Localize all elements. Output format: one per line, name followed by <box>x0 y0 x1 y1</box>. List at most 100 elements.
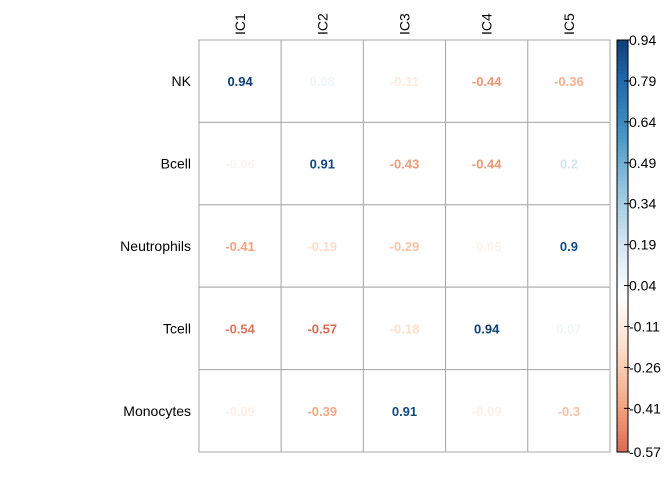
cell-value-label: -0.57 <box>307 321 337 336</box>
colorbar-segment <box>617 201 628 206</box>
cell-value-label: 0.08 <box>310 74 335 89</box>
colorbar-segment <box>617 125 628 130</box>
colorbar-segment <box>617 410 628 415</box>
colorbar-segment <box>617 421 628 426</box>
colorbar-segment <box>617 366 628 371</box>
colorbar-segment <box>617 180 628 185</box>
colorbar-tick-label: -0.57 <box>629 444 661 460</box>
colorbar: 0.94 0.79 0.64 0.49 0.34 0.19 0.04 -0.11 -0.26 -0… <box>616 32 661 460</box>
colorbar-segment <box>617 246 628 251</box>
colorbar-segment <box>617 122 628 127</box>
colorbar-tick-label: 0.49 <box>629 155 656 171</box>
colorbar-segment <box>617 280 628 285</box>
colorbar-segment <box>617 324 628 329</box>
colorbar-segment <box>617 129 628 134</box>
heatmap-cell <box>198 121 282 206</box>
colorbar-segment <box>617 50 628 55</box>
colorbar-segment <box>617 390 628 395</box>
heatmap-cell <box>362 121 447 206</box>
colorbar-segment <box>617 417 628 422</box>
colorbar-segment <box>617 345 628 350</box>
colorbar-segment <box>617 349 628 354</box>
row-label: Monocytes <box>123 403 191 419</box>
colorbar-segment <box>617 376 628 381</box>
colorbar-tick-label: 0.79 <box>629 73 656 89</box>
row-label: Bcell <box>161 156 191 172</box>
colorbar-segment <box>617 139 628 144</box>
cell-value-label: -0.29 <box>390 239 420 254</box>
colorbar-segment <box>617 355 628 360</box>
colorbar-segment <box>617 445 628 450</box>
cell-value-label: -0.36 <box>554 74 584 89</box>
cell-value-label: -0.44 <box>472 74 502 89</box>
cell-value-label: 0.91 <box>310 157 335 172</box>
colorbar-segment <box>617 359 628 364</box>
colorbar-segment <box>617 297 628 302</box>
colorbar-segment <box>617 256 628 261</box>
colorbar-segment <box>617 386 628 391</box>
colorbar-segment <box>617 294 628 299</box>
column-label: IC2 <box>314 13 330 35</box>
column-label: IC5 <box>561 13 577 35</box>
colorbar-segment <box>617 441 628 446</box>
colorbar-segment <box>617 53 628 58</box>
cell-value-label: -0.43 <box>390 157 420 172</box>
colorbar-segment <box>617 112 628 117</box>
cell-value-label: 0.91 <box>392 404 417 419</box>
colorbar-tick-label: 0.04 <box>629 278 656 294</box>
heatmap-cell <box>527 204 611 288</box>
heatmap-cell <box>445 204 529 288</box>
colorbar-segment <box>617 88 628 93</box>
column-label: IC3 <box>397 13 413 35</box>
colorbar-segment <box>617 101 628 106</box>
heatmap-cell <box>362 286 447 371</box>
colorbar-segment <box>617 318 628 323</box>
colorbar-segment <box>617 242 628 247</box>
colorbar-segment <box>617 263 628 268</box>
colorbar-tick-label: -0.41 <box>629 400 661 416</box>
colorbar-segment <box>617 304 628 309</box>
colorbar-segment <box>617 287 628 292</box>
row-label: NK <box>172 73 192 89</box>
colorbar-segment <box>617 74 628 79</box>
cell-value-label: -0.09 <box>472 404 502 419</box>
colorbar-segment <box>617 362 628 367</box>
heatmap-cell <box>527 286 611 371</box>
colorbar-segment <box>617 167 628 172</box>
colorbar-segment <box>617 163 628 168</box>
heatmap-cell <box>280 39 364 123</box>
colorbar-segment <box>617 115 628 120</box>
heatmap-cell <box>362 204 447 288</box>
colorbar-segment <box>617 64 628 69</box>
cell-value-label: -0.06 <box>225 157 255 172</box>
colorbar-segment <box>617 81 628 86</box>
colorbar-segment <box>617 143 628 148</box>
colorbar-segment <box>617 60 628 65</box>
colorbar-segment <box>617 379 628 384</box>
colorbar-segment <box>617 338 628 343</box>
colorbar-segment <box>617 414 628 419</box>
colorbar-segment <box>617 84 628 89</box>
colorbar-segment <box>617 397 628 402</box>
colorbar-segment <box>617 328 628 333</box>
colorbar-segment <box>617 300 628 305</box>
colorbar-segment <box>617 225 628 230</box>
heatmap-cell <box>280 369 364 453</box>
cell-values: 0.94 0.08 -0.11 -0.44 -0.36 -0.06 0.91 -0.43 -0.… <box>225 74 583 419</box>
colorbar-segment <box>617 424 628 429</box>
colorbar-border <box>616 39 629 453</box>
colorbar-segment <box>617 259 628 264</box>
colorbar-segment <box>617 403 628 408</box>
heatmap-cell <box>527 369 611 453</box>
colorbar-segment <box>617 67 628 72</box>
cell-value-label: 0.2 <box>560 157 578 172</box>
colorbar-segment <box>617 434 628 439</box>
colorbar-segment <box>617 218 628 223</box>
cell-value-label: -0.06 <box>472 239 502 254</box>
colorbar-segment <box>617 393 628 398</box>
cell-value-label: -0.3 <box>558 404 580 419</box>
colorbar-segment <box>617 311 628 316</box>
colorbar-segment <box>617 57 628 62</box>
colorbar-segment <box>617 170 628 175</box>
